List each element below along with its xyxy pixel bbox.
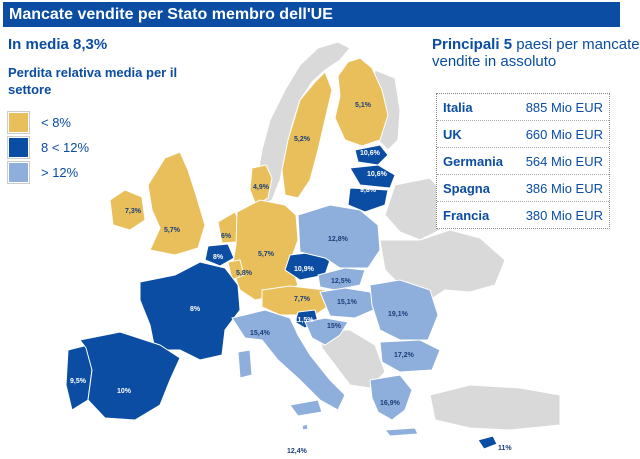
top5-country: UK bbox=[443, 126, 462, 142]
label-poland: 12,8% bbox=[328, 236, 349, 243]
map-france bbox=[139, 261, 241, 361]
map-cyprus bbox=[477, 435, 498, 450]
top5-value: 885 Mio EUR bbox=[525, 99, 603, 115]
map-poland bbox=[297, 204, 381, 269]
label-italy: 15,4% bbox=[250, 330, 271, 337]
legend-label-low: < 8% bbox=[41, 115, 71, 130]
map-lithuania bbox=[347, 187, 389, 213]
label-france: 8% bbox=[190, 306, 201, 313]
label-latvia: 10,6% bbox=[367, 171, 388, 178]
top5-row: Italia 885 Mio EUR bbox=[437, 94, 609, 121]
label-estonia: 10,6% bbox=[360, 150, 381, 157]
label-lithuania: 9,8% bbox=[360, 187, 377, 194]
map-sweden bbox=[281, 71, 333, 199]
top5-value: 380 Mio EUR bbox=[525, 207, 603, 223]
map-croatia bbox=[304, 317, 349, 346]
legend-label-high: > 12% bbox=[41, 165, 79, 180]
label-portugal: 9,5% bbox=[70, 378, 87, 385]
top5-country: Italia bbox=[443, 99, 473, 115]
map-belgium bbox=[204, 243, 235, 267]
map-ireland bbox=[109, 189, 146, 231]
map-austria bbox=[261, 285, 331, 316]
legend-swatch-mid bbox=[8, 137, 29, 158]
map-greece bbox=[369, 374, 413, 421]
label-ireland: 7,3% bbox=[125, 208, 142, 215]
top5-value: 386 Mio EUR bbox=[525, 180, 603, 196]
balkans-region bbox=[319, 329, 386, 389]
average-loss: In media 8,3% bbox=[8, 36, 108, 53]
label-uk: 5,7% bbox=[164, 227, 181, 234]
map-italy bbox=[231, 309, 346, 411]
label-spain: 10% bbox=[117, 388, 132, 395]
top5-row: Spagna 386 Mio EUR bbox=[437, 175, 609, 202]
top5-row: Germania 564 Mio EUR bbox=[437, 148, 609, 175]
label-hungary: 15,1% bbox=[337, 299, 358, 306]
label-luxembourg: 5,8% bbox=[236, 270, 253, 277]
legend-heading: Perdita relativa media per il settore bbox=[8, 65, 178, 97]
map-sardinia bbox=[237, 349, 253, 379]
label-netherlands: 6% bbox=[221, 233, 232, 240]
label-czechia: 10,9% bbox=[294, 266, 315, 273]
legend-swatch-low bbox=[8, 112, 29, 133]
label-belgium: 8% bbox=[213, 254, 224, 261]
map-sicily bbox=[289, 399, 323, 417]
label-austria: 7,7% bbox=[294, 296, 311, 303]
label-malta: 12,4% bbox=[287, 448, 308, 455]
map-crete bbox=[383, 427, 419, 437]
map-romania bbox=[369, 279, 439, 341]
map-latvia bbox=[349, 164, 396, 189]
legend-swatch-high bbox=[8, 162, 29, 183]
map-germany bbox=[231, 199, 299, 301]
top5-country: Germania bbox=[443, 153, 503, 169]
label-denmark: 4,9% bbox=[253, 184, 270, 191]
label-cyprus: 11% bbox=[498, 445, 512, 452]
map-denmark bbox=[249, 164, 273, 206]
label-romania: 19,1% bbox=[388, 311, 409, 318]
europe-map: 5,1% 5,2% 10,6% 10,6% 9,8% 4,9% 7,3% 5,7… bbox=[65, 41, 561, 455]
map-uk bbox=[147, 151, 206, 256]
label-finland: 5,1% bbox=[355, 102, 372, 109]
legend: < 8% 8 < 12% > 12% bbox=[8, 110, 89, 185]
label-sweden: 5,2% bbox=[294, 136, 311, 143]
top5-value: 660 Mio EUR bbox=[525, 126, 603, 142]
map-spain bbox=[79, 331, 181, 421]
legend-item-mid: 8 < 12% bbox=[8, 135, 89, 160]
top5-table: Italia 885 Mio EUR UK 660 Mio EUR German… bbox=[436, 93, 610, 229]
map-luxembourg bbox=[227, 259, 245, 281]
top5-value: 564 Mio EUR bbox=[525, 153, 603, 169]
top5-row: Francia 380 Mio EUR bbox=[437, 202, 609, 228]
map-malta bbox=[301, 423, 309, 431]
turkey-region bbox=[429, 384, 561, 431]
belarus-region bbox=[384, 177, 446, 241]
top5-row: UK 660 Mio EUR bbox=[437, 121, 609, 148]
legend-item-high: > 12% bbox=[8, 160, 89, 185]
label-greece: 16,9% bbox=[380, 400, 401, 407]
map-bulgaria bbox=[379, 339, 441, 373]
page-title: Mancate vendite per Stato membro dell'UE bbox=[3, 2, 620, 27]
label-germany: 5,7% bbox=[258, 251, 275, 258]
norway-region bbox=[254, 41, 351, 206]
top5-country: Francia bbox=[443, 207, 490, 223]
top5-heading: Principali 5 paesi per mancate vendite i… bbox=[432, 36, 640, 70]
label-slovenia: 11,5% bbox=[294, 317, 314, 324]
map-finland bbox=[334, 57, 389, 147]
map-slovakia bbox=[317, 267, 366, 291]
top5-heading-bold: Principali 5 bbox=[432, 36, 513, 53]
map-estonia bbox=[354, 144, 389, 166]
label-croatia: 15% bbox=[327, 323, 342, 330]
legend-item-low: < 8% bbox=[8, 110, 89, 135]
label-bulgaria: 17,2% bbox=[394, 352, 415, 359]
top5-country: Spagna bbox=[443, 180, 490, 196]
top5-heading-rest: paesi per mancate vendite in assoluto bbox=[432, 36, 640, 70]
legend-label-mid: 8 < 12% bbox=[41, 140, 90, 155]
label-slovakia: 12,5% bbox=[331, 278, 352, 285]
